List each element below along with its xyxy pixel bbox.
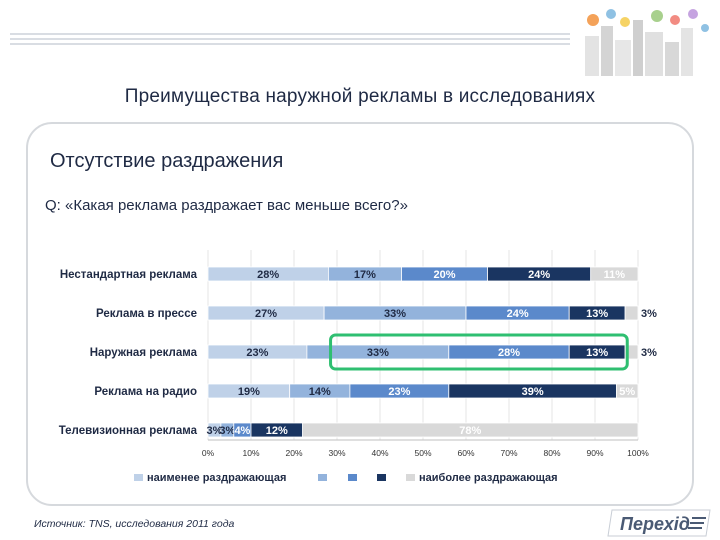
section-title: Отсутствие раздражения [50, 150, 284, 172]
city-illustration [585, 9, 709, 76]
data-label: 4% [234, 425, 250, 437]
data-label: 23% [246, 347, 268, 359]
x-tick-label: 70% [500, 448, 517, 458]
svg-text:Перехід: Перехід [620, 514, 690, 534]
x-tick-label: 80% [543, 448, 560, 458]
highlight-box [329, 333, 629, 371]
data-label: 28% [257, 269, 279, 281]
x-tick-label: 0% [202, 448, 215, 458]
data-label: 3% [206, 425, 222, 437]
data-label: 24% [507, 308, 529, 320]
bar-segment [624, 305, 639, 321]
legend-swatch [406, 474, 415, 481]
company-logo: Перехід [607, 509, 711, 537]
data-label: 3% [219, 425, 235, 437]
bar-segment [616, 383, 639, 399]
x-tick-label: 60% [457, 448, 474, 458]
legend-label: наименее раздражающая [147, 472, 286, 484]
category-label: Реклама на радио [94, 386, 197, 398]
data-label: 28% [498, 347, 520, 359]
category-label: Нестандартная реклама [60, 269, 198, 281]
question-text: Q: «Какая реклама раздражает вас меньше … [45, 197, 408, 214]
data-label: 3% [641, 347, 657, 359]
data-label: 11% [604, 269, 626, 281]
data-label: 78% [459, 425, 481, 437]
data-label: 3% [641, 308, 657, 320]
data-label: 13% [586, 347, 608, 359]
data-label: 24% [528, 269, 550, 281]
data-label: 12% [266, 425, 288, 437]
x-tick-label: 20% [285, 448, 302, 458]
data-label: 17% [354, 269, 376, 281]
bar-segment [590, 266, 639, 282]
legend-swatch [134, 474, 143, 481]
data-label: 23% [388, 386, 410, 398]
category-label: Реклама в прессе [96, 308, 197, 320]
x-tick-label: 50% [414, 448, 431, 458]
x-tick-label: 40% [371, 448, 388, 458]
source-note: Источник: TNS, исследования 2011 года [34, 518, 235, 530]
category-label: Телевизионная реклама [59, 425, 198, 437]
legend-swatch [348, 474, 357, 481]
data-label: 27% [255, 308, 277, 320]
data-label: 13% [586, 308, 608, 320]
legend-swatch [377, 474, 386, 481]
data-label: 33% [384, 308, 406, 320]
data-label: 14% [309, 386, 331, 398]
data-label: 33% [367, 347, 389, 359]
data-label: 5% [619, 386, 635, 398]
category-label: Наружная реклама [90, 347, 198, 359]
x-tick-label: 100% [627, 448, 649, 458]
x-tick-label: 30% [328, 448, 345, 458]
legend-swatch [318, 474, 327, 481]
data-label: 20% [433, 269, 455, 281]
legend-label: наиболее раздражающая [419, 472, 558, 484]
x-tick-label: 10% [242, 448, 259, 458]
bar-segment [302, 422, 639, 438]
data-label: 19% [238, 386, 260, 398]
page-title: Преимущества наружной рекламы в исследов… [124, 86, 596, 107]
decorative-header-lines [10, 33, 570, 47]
x-tick-label: 90% [586, 448, 603, 458]
data-label: 39% [522, 386, 544, 398]
